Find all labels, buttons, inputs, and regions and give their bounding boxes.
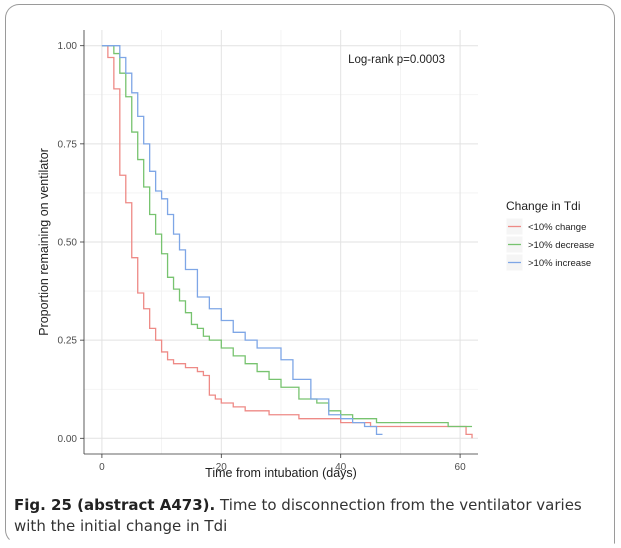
legend-title: Change in Tdi — [506, 199, 581, 213]
y-tick-label: 1.00 — [58, 41, 78, 52]
annotation-text: Log-rank p=0.0003 — [348, 54, 445, 66]
caption-text: Time to disconnection from the ventilato… — [14, 496, 582, 535]
series-line-2 — [101, 45, 473, 428]
grid — [84, 30, 478, 454]
figure-frame — [5, 4, 615, 544]
legend: Change in Tdi <10% change >10% decrease >1… — [505, 199, 594, 272]
x-tick-label: 40 — [335, 462, 347, 473]
legend-label: <10% change — [528, 222, 586, 233]
series-group — [101, 45, 473, 439]
series-line-3 — [101, 45, 383, 436]
series-line-1 — [101, 45, 473, 439]
y-axis-label: Proportion remaining on ventilator — [37, 148, 51, 336]
legend-label: >10% decrease — [528, 240, 594, 251]
figure-caption: Fig. 25 (abstract A473). Time to disconn… — [14, 495, 604, 537]
caption-label: Fig. 25 (abstract A473). — [14, 496, 216, 514]
y-tick-label: 0.50 — [58, 238, 78, 249]
x-tick-label: 60 — [455, 462, 467, 473]
x-axis-label: Time from intubation (days) — [205, 466, 357, 480]
y-tick-label: 0.25 — [58, 336, 78, 347]
ticks: 0 20 40 60 0.00 0.25 0.50 0.75 1.00 — [58, 41, 467, 473]
x-tick-label: 20 — [216, 462, 228, 473]
y-tick-label: 0.00 — [58, 434, 78, 445]
legend-label: >10% increase — [528, 258, 591, 269]
x-tick-label: 0 — [99, 462, 105, 473]
y-tick-label: 0.75 — [58, 139, 78, 150]
